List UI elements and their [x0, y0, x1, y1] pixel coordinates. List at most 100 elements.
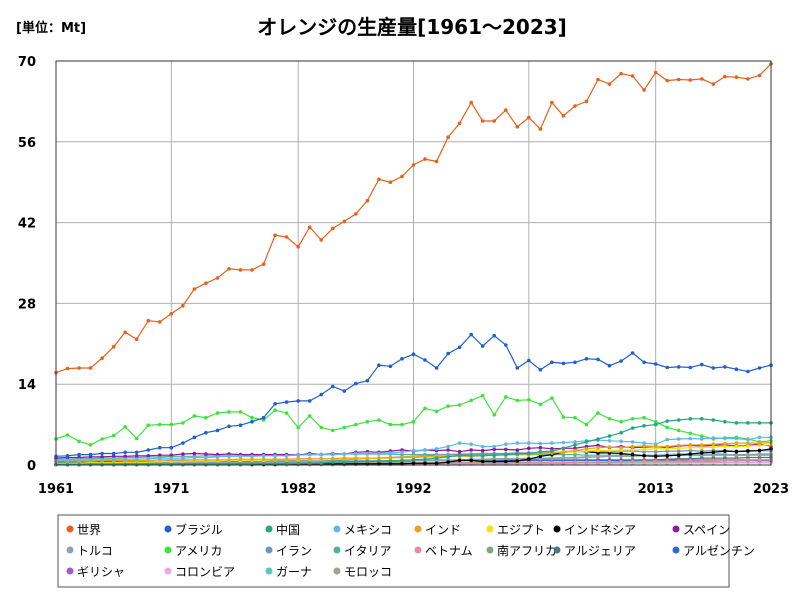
- data-point-世界: [654, 71, 658, 75]
- data-point-メキシコ: [100, 458, 104, 462]
- legend-label: モロッコ: [344, 565, 392, 579]
- data-point-トルコ: [585, 456, 589, 460]
- data-point-ベトナム: [735, 459, 739, 463]
- data-point-アメリカ: [343, 426, 347, 430]
- data-point-エジプト: [735, 445, 739, 449]
- data-point-中国: [135, 463, 139, 467]
- data-point-中国: [377, 459, 381, 463]
- data-point-アメリカ: [135, 437, 139, 441]
- data-point-スペイン: [135, 454, 139, 458]
- legend-label: 世界: [77, 523, 101, 537]
- data-point-ブラジル: [700, 363, 704, 367]
- data-point-世界: [216, 276, 220, 280]
- data-point-トルコ: [596, 455, 600, 459]
- data-point-メキシコ: [158, 456, 162, 460]
- legend-item-アルゼンチン: アルゼンチン: [673, 544, 755, 558]
- data-point-中国: [77, 463, 81, 467]
- data-point-ブラジル: [712, 366, 716, 370]
- data-point-ブラジル: [446, 352, 450, 356]
- legend-item-南アフリカ: 南アフリカ: [487, 543, 558, 558]
- data-point-世界: [377, 178, 381, 182]
- data-point-アメリカ: [89, 443, 93, 447]
- data-point-世界: [193, 287, 197, 291]
- y-tick-label: 56: [18, 136, 36, 151]
- data-point-中国: [723, 420, 727, 424]
- legend-label: 中国: [276, 522, 300, 537]
- data-point-インドネシア: [504, 460, 508, 464]
- data-point-世界: [469, 101, 473, 105]
- data-point-中国: [66, 463, 70, 467]
- data-point-ブラジル: [654, 362, 658, 366]
- data-point-ブラジル: [135, 451, 139, 455]
- data-point-スペイン: [516, 448, 520, 452]
- data-point-世界: [170, 312, 174, 316]
- data-point-インド: [319, 457, 323, 461]
- data-point-中国: [112, 463, 116, 467]
- data-point-世界: [746, 77, 750, 81]
- data-point-世界: [539, 127, 543, 131]
- data-point-インドネシア: [458, 459, 462, 463]
- data-point-ブラジル: [181, 441, 185, 445]
- data-point-世界: [481, 119, 485, 123]
- data-point-スペイン: [481, 449, 485, 453]
- data-point-ブラジル: [123, 451, 127, 455]
- legend-label: ブラジル: [175, 522, 223, 537]
- data-point-メキシコ: [77, 458, 81, 462]
- data-point-メキシコ: [204, 456, 208, 460]
- data-point-インド: [585, 447, 589, 451]
- legend-label: ベトナム: [425, 544, 473, 558]
- data-point-アメリカ: [181, 421, 185, 425]
- data-point-アメリカ: [227, 410, 231, 414]
- data-point-中国: [147, 463, 151, 467]
- data-point-ブラジル: [435, 366, 439, 370]
- data-point-世界: [239, 268, 243, 272]
- data-point-ブラジル: [631, 351, 635, 355]
- data-point-アメリカ: [596, 411, 600, 415]
- data-point-インド: [296, 457, 300, 461]
- legend-label: メキシコ: [344, 523, 392, 537]
- data-point-メキシコ: [469, 442, 473, 446]
- data-point-世界: [112, 345, 116, 349]
- legend-label: コロンビア: [175, 565, 235, 579]
- data-point-インド: [631, 445, 635, 449]
- data-point-世界: [492, 119, 496, 123]
- data-point-世界: [677, 78, 681, 82]
- data-point-中国: [331, 460, 335, 464]
- data-point-中国: [389, 459, 393, 463]
- data-point-スペイン: [181, 452, 185, 456]
- legend-label: インド: [425, 523, 461, 537]
- data-point-ブラジル: [377, 363, 381, 367]
- data-point-メキシコ: [400, 451, 404, 455]
- data-point-インドネシア: [677, 453, 681, 457]
- legend-marker: [487, 526, 494, 533]
- data-point-世界: [366, 199, 370, 203]
- data-point-メキシコ: [527, 441, 531, 445]
- data-point-アメリカ: [665, 426, 669, 430]
- data-point-世界: [389, 180, 393, 184]
- data-point-ブラジル: [158, 446, 162, 450]
- data-point-メキシコ: [504, 442, 508, 446]
- data-point-世界: [262, 262, 266, 266]
- data-point-アメリカ: [677, 429, 681, 433]
- data-point-ベトナム: [608, 460, 612, 464]
- data-point-世界: [100, 356, 104, 360]
- legend-item-コロンビア: コロンビア: [165, 565, 236, 579]
- x-tick-label: 1971: [153, 482, 189, 497]
- data-point-世界: [400, 175, 404, 179]
- data-point-インドネシア: [654, 455, 658, 459]
- x-tick-label: 2002: [511, 482, 547, 497]
- data-point-インドネシア: [631, 453, 635, 457]
- data-point-インド: [596, 446, 600, 450]
- data-point-アメリカ: [273, 408, 277, 412]
- data-point-ベトナム: [723, 459, 727, 463]
- data-point-ブラジル: [458, 346, 462, 350]
- data-point-エジプト: [608, 449, 612, 453]
- data-point-ベトナム: [746, 458, 750, 462]
- data-point-メキシコ: [435, 447, 439, 451]
- data-point-アメリカ: [619, 420, 623, 424]
- legend-marker: [487, 547, 494, 554]
- legend-label: 南アフリカ: [497, 543, 557, 558]
- data-point-中国: [469, 454, 473, 458]
- legend-label: アルジェリア: [564, 544, 636, 558]
- data-point-メキシコ: [250, 455, 254, 459]
